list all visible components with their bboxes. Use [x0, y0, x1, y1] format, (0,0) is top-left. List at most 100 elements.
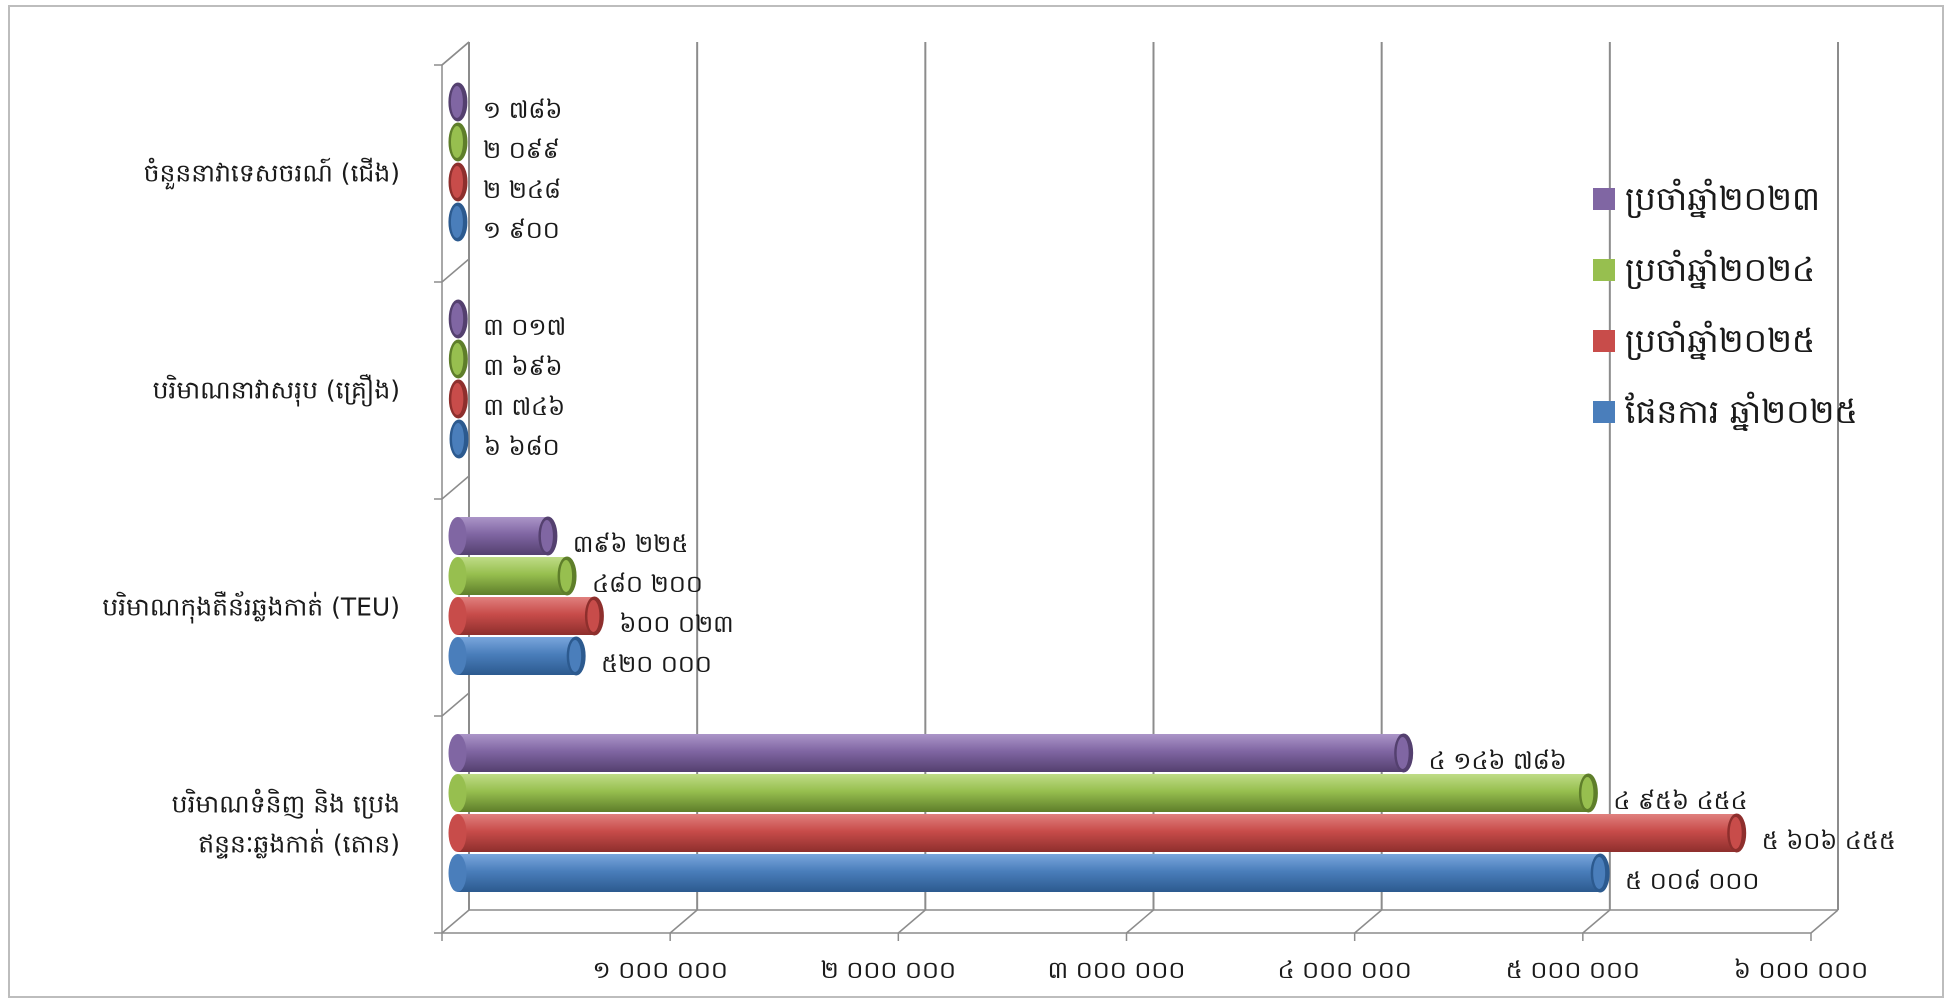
bar-end-cap-inner — [451, 343, 464, 375]
legend-label: ប្រចាំឆ្នាំ២០២៤ — [1625, 249, 1815, 290]
legend-swatch — [1593, 330, 1615, 352]
value-label: ៣ ៦៩៦ — [483, 353, 562, 381]
bar-start-cap — [448, 597, 467, 635]
value-label: ១ ៩០០ — [483, 216, 560, 244]
bar-start-cap — [448, 774, 467, 812]
value-label: ៣៩៦ ២២៥ — [573, 530, 688, 558]
bars — [448, 82, 1747, 893]
value-label: ៦០០ ០២៣ — [619, 610, 733, 638]
bar-start-cap — [448, 637, 467, 675]
bar — [448, 813, 1747, 853]
bar — [448, 299, 468, 339]
bar — [448, 853, 1610, 893]
x-tick-label: ២ ០០០ ០០០ — [821, 956, 956, 984]
category-labels: បរិមាណទំនិញ និង ប្រេងឥន្ទនៈឆ្លងកាត់ (តោន… — [102, 158, 400, 860]
bar-start-cap — [448, 517, 467, 555]
bar-end-cap-inner — [569, 640, 582, 672]
value-label: ៤ ១៤៦ ៧៨៦ — [1429, 747, 1567, 775]
legend-label: ប្រចាំឆ្នាំ២០២៥ — [1625, 320, 1815, 361]
bar-end-cap-inner — [587, 600, 600, 632]
gridline-floor — [1810, 909, 1839, 934]
value-label: ៦ ៦៨០ — [484, 433, 560, 461]
bar — [448, 122, 468, 162]
bar-start-cap — [448, 854, 467, 892]
legend-item: ប្រចាំឆ្នាំ២០២៥ — [1593, 320, 1815, 361]
category-label: បរិមាណទំនិញ និង ប្រេង — [172, 789, 400, 820]
category-label: ចំនួននាវាទេសចរណ៍ (ជើង) — [144, 158, 400, 190]
value-label: ៤៨០ ២០០ — [592, 570, 703, 598]
bar — [448, 733, 1414, 773]
bar — [448, 636, 586, 676]
bar-start-cap — [448, 734, 467, 772]
x-axis-tick-labels: ១ ០០០ ០០០ ២ ០០០ ០០០ ៣ ០០០ ០០០ ៤ ០០០ ០០០ ៥ ០០… — [592, 956, 1868, 984]
bar-end-cap-inner — [560, 560, 573, 592]
bar — [448, 516, 558, 556]
x-tick-label: ៣ ០០០ ០០០ — [1048, 956, 1186, 984]
gridline-floor — [897, 909, 926, 934]
bar-body — [457, 854, 1601, 892]
bar-body — [457, 597, 595, 635]
bar-end-cap-inner — [452, 423, 465, 455]
legend-item: ប្រចាំឆ្នាំ២០២៤ — [1593, 249, 1815, 290]
bar-body — [457, 814, 1737, 852]
category-tick-depth — [441, 692, 470, 717]
bar-end-cap-inner — [540, 520, 553, 552]
legend-item: ប្រចាំឆ្នាំ២០២៣ — [1593, 178, 1820, 219]
value-label: ៥២០ ០០០ — [601, 650, 712, 678]
legend-swatch — [1593, 401, 1615, 423]
gridline-floor — [1126, 909, 1154, 934]
legend-item: ផែនការ ឆ្នាំ២០២៥ — [1593, 391, 1858, 432]
x-tick-label: ៦ ០០០ ០០០ — [1734, 956, 1868, 984]
category-label: បរិមាណកុងតឺន័រឆ្លងកាត់ (TEU) — [102, 591, 400, 624]
bar-end-cap-inner — [450, 86, 463, 118]
gridline-floor — [669, 909, 698, 934]
bar-end-cap-inner — [1581, 777, 1594, 809]
category-tick-depth — [441, 258, 470, 283]
category-tick-depth — [441, 475, 470, 500]
value-label: ២ ២៤៨ — [483, 176, 561, 204]
value-label: ៣ ០១៧ — [483, 313, 566, 341]
value-label: ៤ ៩៥៦ ៤៥៤ — [1613, 787, 1747, 815]
x-tick-label: ៤ ០០០ ០០០ — [1278, 956, 1412, 984]
gridline-floor — [1354, 909, 1383, 934]
bar-end-cap-inner — [450, 206, 463, 238]
bar-end-cap-inner — [451, 383, 464, 415]
gridline-floor — [1582, 909, 1611, 934]
bar — [449, 419, 469, 459]
bar — [448, 162, 468, 202]
bar — [448, 596, 604, 636]
bar-body — [457, 637, 577, 675]
bar-end-cap-inner — [1396, 737, 1409, 769]
legend: ប្រចាំឆ្នាំ២០២៣ប្រចាំឆ្នាំ២០២៤ប្រចាំឆ្នា… — [1593, 178, 1858, 432]
legend-swatch — [1593, 188, 1615, 210]
legend-label: ប្រចាំឆ្នាំ២០២៣ — [1625, 178, 1820, 219]
bar-end-cap-inner — [451, 166, 464, 198]
value-label: ៣ ៧៤៦ — [483, 393, 565, 421]
bar — [448, 202, 468, 242]
x-tick-label: ១ ០០០ ០០០ — [592, 956, 727, 984]
category-tick-depth — [441, 909, 470, 934]
value-label: ១ ៧៨៦ — [483, 96, 562, 124]
bar — [448, 379, 468, 419]
value-label: ២ ០៩៩ — [483, 136, 560, 164]
legend-swatch — [1593, 259, 1615, 281]
bar-body — [457, 734, 1404, 772]
bar-end-cap-inner — [451, 303, 464, 335]
bar — [448, 556, 577, 596]
x-tick-label: ៥ ០០០ ០០០ — [1506, 956, 1640, 984]
category-tick-depth — [441, 41, 470, 66]
value-label: ៥ ០០៨ ០០០ — [1625, 867, 1759, 895]
value-label: ៥ ៦០៦ ៤៥៥ — [1762, 827, 1896, 855]
bar-body — [457, 517, 548, 555]
bar-end-cap-inner — [1729, 817, 1742, 849]
bar-end-cap-inner — [450, 126, 463, 158]
bar-start-cap — [448, 557, 467, 595]
bar-start-cap — [448, 814, 467, 852]
bar-end-cap-inner — [1593, 857, 1606, 889]
bar-body — [457, 774, 1589, 812]
bar — [448, 773, 1598, 813]
bar — [448, 82, 468, 122]
category-label: បរិមាណនាវាសរុប (គ្រឿង) — [153, 374, 400, 407]
